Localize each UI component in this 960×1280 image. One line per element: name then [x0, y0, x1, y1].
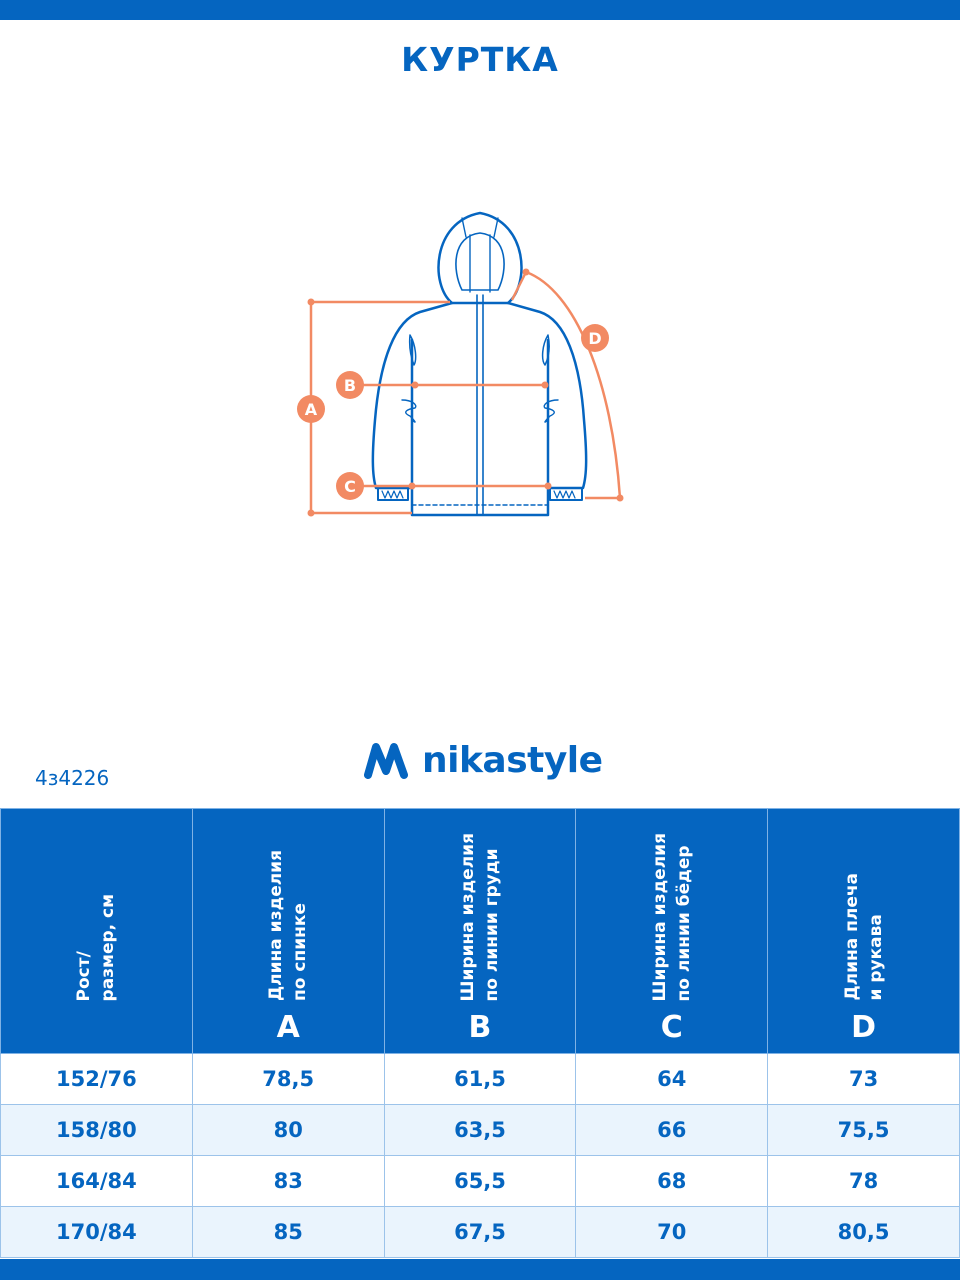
table-cell: 63,5 — [383, 1104, 577, 1156]
header-line: Ширина изделия — [457, 832, 478, 1001]
jacket-diagram: A B C D — [297, 211, 624, 517]
table-cell: 65,5 — [383, 1155, 577, 1207]
bottom-bar — [0, 1259, 960, 1280]
label-b-badge — [336, 371, 364, 399]
header-letter: C — [660, 1010, 683, 1045]
table-row: 158/80 80 63,5 66 75,5 — [0, 1104, 960, 1156]
table-cell: 78 — [767, 1155, 960, 1207]
label-b: B — [344, 376, 356, 395]
header-hip-width: Ширина изделия по линии бёдер C — [575, 808, 769, 1054]
table-cell: 68 — [575, 1155, 769, 1207]
table-row: 164/84 83 65,5 68 78 — [0, 1155, 960, 1207]
table-cell: 66 — [575, 1104, 769, 1156]
header-letter: B — [468, 1010, 492, 1045]
label-a-badge — [297, 395, 325, 423]
header-line: и рукава — [865, 914, 886, 1001]
label-d: D — [588, 329, 601, 348]
label-a: A — [305, 400, 318, 419]
header-line: Ширина изделия — [649, 832, 670, 1001]
table-cell: 164/84 — [0, 1155, 193, 1207]
brand-logo: nikastyle — [364, 740, 603, 781]
article-number: 4з4226 — [35, 766, 110, 790]
table-cell: 70 — [575, 1206, 769, 1258]
table-cell: 75,5 — [767, 1104, 960, 1156]
nikastyle-logo-icon — [364, 742, 408, 779]
header-line: по линии груди — [481, 848, 502, 1001]
table-cell: 83 — [191, 1155, 385, 1207]
jacket-outline — [371, 211, 588, 517]
header-shoulder-sleeve: Длина плеча и рукава D — [767, 808, 960, 1054]
page-title: КУРТКА — [401, 40, 559, 79]
header-chest-width: Ширина изделия по линии груди B — [383, 808, 577, 1054]
header-line: размер, см — [98, 893, 119, 1001]
table-header-row: Рост/размер, см Длина изделия по спинке A… — [0, 808, 960, 1054]
header-height-size: Рост/размер, см — [0, 808, 193, 1054]
table-row: 170/84 85 67,5 70 80,5 — [0, 1206, 960, 1258]
table-cell: 61,5 — [383, 1053, 577, 1105]
table-cell: 73 — [767, 1053, 960, 1105]
header-line: Длина плеча — [841, 873, 862, 1001]
header-length-back: Длина изделия по спинке A — [191, 808, 385, 1054]
table-cell: 158/80 — [0, 1104, 193, 1156]
label-c-badge — [336, 472, 364, 500]
table-cell: 67,5 — [383, 1206, 577, 1258]
measure-points — [307, 268, 624, 517]
header-line: по спинке — [290, 903, 311, 1001]
table-cell: 80,5 — [767, 1206, 960, 1258]
header-line: по линии бёдер — [673, 844, 694, 1001]
top-bar — [0, 0, 960, 20]
label-c: C — [344, 477, 356, 496]
size-table: Рост/размер, см Длина изделия по спинке A… — [0, 808, 960, 1258]
table-cell: 85 — [191, 1206, 385, 1258]
table-cell: 80 — [191, 1104, 385, 1156]
header-line: Рост/ — [74, 950, 95, 1001]
label-d-badge — [581, 324, 609, 352]
brand-name: nikastyle — [422, 740, 603, 781]
header-letter: A — [276, 1010, 300, 1045]
header-letter: D — [851, 1010, 877, 1045]
table-cell: 170/84 — [0, 1206, 193, 1258]
table-cell: 78,5 — [191, 1053, 385, 1105]
header-line: Длина изделия — [266, 850, 287, 1001]
table-cell: 64 — [575, 1053, 769, 1105]
table-row: 152/76 78,5 61,5 64 73 — [0, 1053, 960, 1105]
table-cell: 152/76 — [0, 1053, 193, 1105]
